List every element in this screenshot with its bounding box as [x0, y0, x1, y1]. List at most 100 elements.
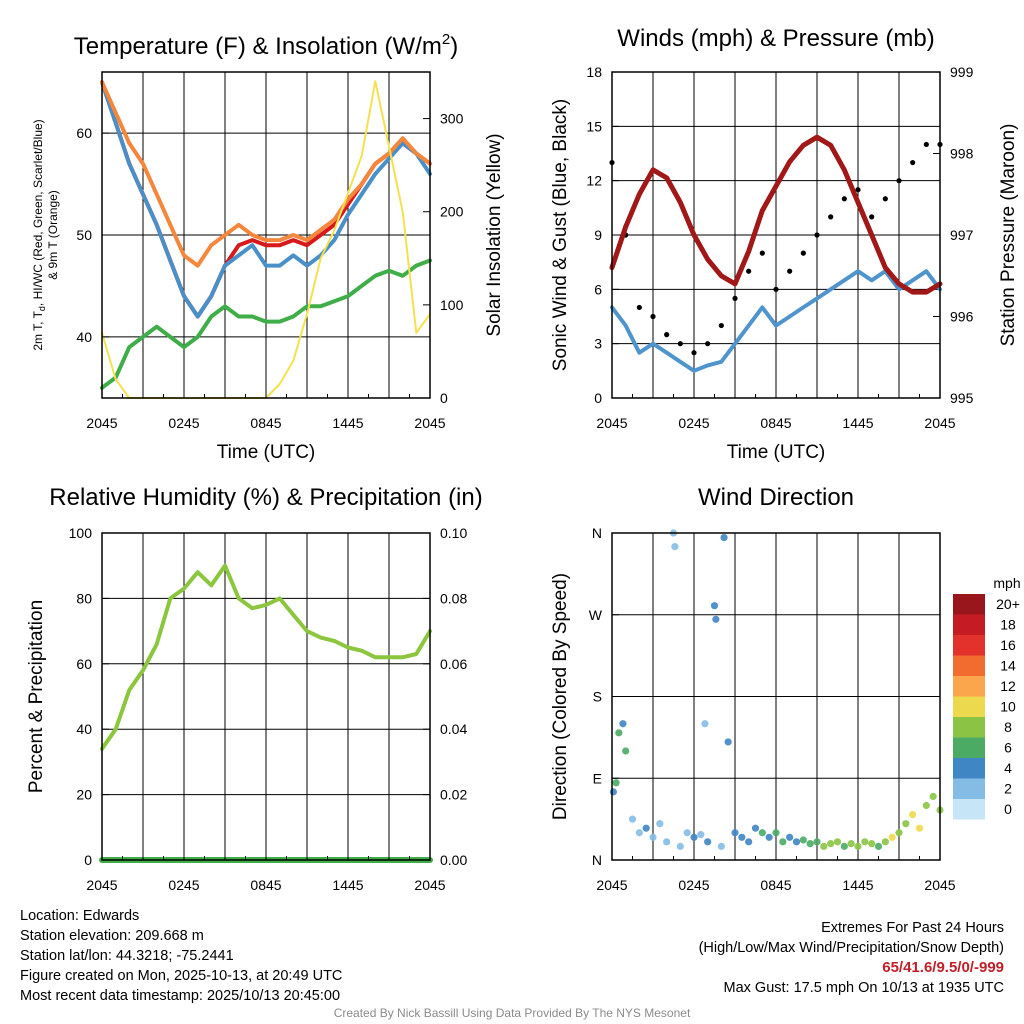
colorbar-swatch [953, 799, 985, 820]
wdir-x-tick-label: 0245 [678, 877, 709, 893]
extremes-title: Extremes For Past 24 Hours [821, 920, 1004, 936]
wind-x-tick-label: 1445 [842, 415, 873, 431]
wind-y-tick-label: 0 [594, 390, 602, 406]
wdir-y-tick-label: W [589, 607, 603, 623]
wind-y-tick-label: 6 [594, 281, 602, 297]
wind-gust-point [664, 332, 670, 338]
wind-direction-point [854, 842, 862, 850]
colorbar-swatch [953, 696, 985, 717]
colorbar-swatch [953, 676, 985, 697]
wind-direction-point [720, 533, 728, 542]
wind-direction-point [833, 838, 842, 846]
colorbar-label: 20+ [996, 596, 1020, 612]
elevation-text: Station elevation: 209.668 m [20, 928, 204, 944]
wind-direction-point [724, 738, 732, 746]
wind-gust-point [855, 187, 861, 193]
extremes-info: Extremes For Past 24 Hours (High/Low/Max… [699, 918, 1004, 998]
wind-gust-point [910, 159, 916, 166]
wdir-x-tick-label: 2045 [924, 877, 955, 893]
created-text: Figure created on Mon, 2025-10-13, at 20… [20, 968, 343, 984]
wind-direction-point [847, 840, 855, 848]
wind-direction-point [929, 792, 937, 801]
wind-direction-point [642, 824, 650, 832]
temp-x-tick-label: 2045 [414, 415, 445, 431]
wind-direction-point [635, 829, 643, 837]
temp-series-9m-t [100, 80, 432, 268]
rh-y-tick-label: 20 [76, 787, 92, 803]
wind-direction-point [622, 747, 630, 755]
colorbar-swatch [953, 635, 985, 656]
wind-gust-point [923, 141, 929, 148]
rh-series-rh [100, 563, 432, 751]
wind-direction-point [792, 838, 801, 846]
colorbar-label: 6 [1004, 740, 1012, 756]
temp-y-tick-label: 60 [76, 125, 92, 141]
wind-gust-point [773, 286, 779, 292]
colorbar-label: 16 [1000, 637, 1016, 653]
wind-direction-point [799, 836, 807, 844]
rh-y-right-tick-label: 0.02 [440, 787, 467, 803]
wind-direction-point [827, 840, 835, 848]
credit-text: Created By Nick Bassill Using Data Provi… [333, 1006, 691, 1020]
wind-direction-point [881, 838, 889, 846]
wind-direction-point [840, 842, 848, 850]
colorbar-swatch [953, 758, 985, 779]
rh-y-tick-label: 100 [69, 525, 93, 541]
temp-y-right-tick-label: 300 [440, 111, 464, 127]
colorbar-swatch [953, 614, 985, 635]
wind-direction-point [772, 829, 780, 837]
rh-y-tick-label: 40 [76, 721, 92, 737]
temp-x-tick-label: 0245 [168, 415, 199, 431]
wind-direction-point [656, 820, 664, 828]
wind-direction-point [895, 829, 903, 837]
wind-gust-point [718, 322, 724, 329]
colorbar-title: mph [993, 575, 1020, 591]
wind-direction-point [765, 833, 773, 841]
wind-y-right-tick-label: 997 [950, 227, 974, 243]
wind-direction-point [710, 602, 719, 610]
wind-direction-point [676, 842, 684, 850]
wind-gust-point [759, 250, 765, 256]
temp-series-td [100, 258, 432, 390]
wind-direction-point [909, 810, 917, 819]
wind-direction-point [717, 842, 725, 850]
wind-direction-point [671, 543, 679, 551]
colorbar-swatch [953, 717, 985, 738]
temp-x-tick-label: 1445 [332, 415, 363, 431]
colorbar-swatch [953, 655, 985, 676]
extremes-values: 65/41.6/9.5/0/-999 [882, 959, 1004, 976]
wind-x-axis-label: Time (UTC) [727, 442, 826, 463]
colorbar-label: 0 [1004, 801, 1012, 817]
wind-series-station-pressure [609, 134, 943, 295]
colorbar-label: 8 [1004, 719, 1012, 735]
rh-y-tick-label: 0 [84, 852, 92, 868]
wind-direction-point [683, 829, 691, 837]
rh-title: Relative Humidity (%) & Precipitation (i… [49, 484, 482, 511]
wind-direction-point [690, 833, 698, 841]
wind-y-tick-label: 18 [586, 64, 602, 80]
wind-direction-point [888, 833, 896, 841]
wind-gust-point [828, 214, 834, 220]
wind-direction-point [868, 840, 876, 848]
temp-y-axis-label-line2: & 9m T (Orange) [46, 190, 60, 280]
wind-gust-point [746, 268, 752, 274]
wind-y-tick-label: 12 [586, 173, 602, 189]
wind-direction-point [902, 820, 910, 828]
wdir-y-tick-label: N [592, 525, 602, 541]
colorbar-label: 18 [1000, 617, 1016, 633]
wind-direction-point [701, 720, 709, 728]
wind-direction-point [712, 615, 720, 623]
wdir-x-tick-label: 1445 [842, 877, 873, 893]
wind-y-tick-label: 9 [594, 227, 602, 243]
wind-title: Winds (mph) & Pressure (mb) [617, 25, 934, 52]
wdir-y-tick-label: E [593, 770, 602, 786]
temp-y-tick-label: 50 [76, 227, 92, 243]
wind-gust-point [787, 268, 793, 274]
wind-gust-point [841, 196, 847, 202]
wind-gust-point [691, 350, 697, 356]
wind-direction-point [663, 838, 671, 846]
wind-direction-point [861, 838, 869, 846]
rh-x-tick-label: 2045 [414, 877, 445, 893]
rh-y-right-tick-label: 0.10 [440, 525, 467, 541]
temp-x-tick-label: 2045 [86, 415, 117, 431]
